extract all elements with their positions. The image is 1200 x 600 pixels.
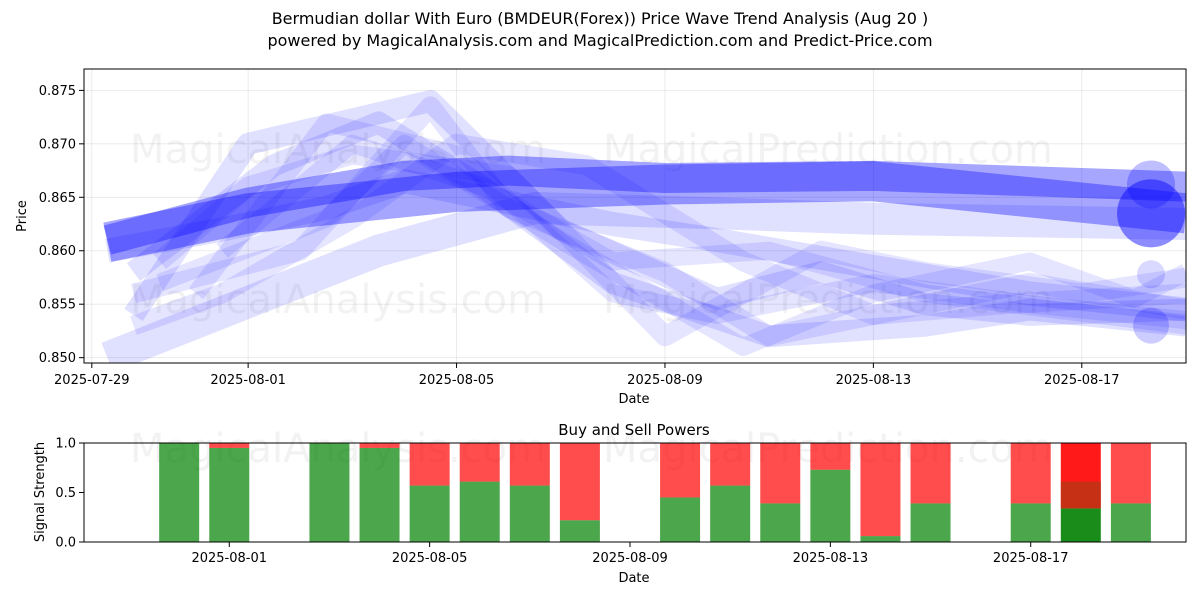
buy-bar [710,485,751,542]
price-y-tick-label: 0.855 [39,298,76,313]
price-watermarks: MagicalAnalysis.com MagicalPrediction.co… [130,127,1053,323]
sell-bar [860,443,901,537]
buy-bar [910,503,951,542]
buy-bar [860,536,901,542]
powers-y-axis-label: Signal Strength [33,442,48,542]
buy-bar [810,469,851,542]
price-wave-2 [103,155,1186,255]
watermark-analysis-mid: MagicalAnalysis.com [130,277,546,323]
powers-x-tick-label: 2025-08-09 [592,551,668,566]
price-x-tick-label: 2025-07-29 [54,373,130,388]
price-wave-12 [216,134,1186,335]
buy-bar [159,443,200,542]
chart-title: Bermudian dollar With Euro (BMDEUR(Forex… [271,9,929,28]
price-wave-end-dot [1137,260,1165,289]
sell-bar [910,443,951,504]
sell-bar [1110,443,1151,504]
powers-x-tick-label: 2025-08-17 [993,551,1069,566]
price-x-axis-label: Date [618,392,649,407]
powers-y-tick-label: 1.0 [55,437,76,452]
price-x-tick-label: 2025-08-01 [210,373,286,388]
price-wave-9 [153,144,1186,347]
buy-bar [409,485,450,542]
watermark-analysis-top: MagicalAnalysis.com [130,127,546,173]
price-y-tick-label: 0.850 [39,351,76,366]
sell-bar [660,443,701,498]
powers-bars [159,443,1151,542]
price-wave-7 [130,133,1186,336]
buy-bar [1010,503,1051,542]
watermark-prediction-mid: MagicalPrediction.com [603,277,1053,323]
price-wave-3 [101,192,1186,363]
price-wave-5 [124,90,1186,326]
price-wave-end-dot [1127,160,1175,209]
sell-bar [810,443,851,470]
sell-bar [509,443,550,486]
sell-bar [559,443,600,521]
price-wave-6 [126,111,1186,348]
price-y-tick-label: 0.865 [39,191,76,206]
sell-bar [209,443,250,448]
chart-subtitle: powered by MagicalAnalysis.com and Magic… [267,31,933,50]
sell-bar [760,443,801,504]
powers-x-axis-label: Date [618,571,649,586]
powers-x-tick-label: 2025-08-05 [392,551,468,566]
price-wave-end-dot [1133,307,1169,344]
sell-bar [459,443,500,482]
buy-bar [209,447,250,542]
price-wave-11 [188,113,1186,330]
buy-bar [359,447,400,542]
price-y-ticks: 0.850 0.855 0.860 0.865 0.870 0.875 [39,84,84,366]
price-wave-end-dot [1117,179,1185,248]
buy-bar [509,485,550,542]
price-y-tick-label: 0.870 [39,137,76,152]
price-x-tick-label: 2025-08-13 [836,373,912,388]
buy-bar [1110,503,1151,542]
buy-bar [660,497,701,542]
price-x-tick-label: 2025-08-09 [627,373,703,388]
powers-x-tick-label: 2025-08-01 [191,551,267,566]
price-x-tick-label: 2025-08-17 [1044,373,1120,388]
price-wave-1 [103,161,1186,262]
price-wave-10 [156,134,1186,356]
powers-y-ticks: 0.0 0.5 1.0 [55,437,84,551]
sell-bar [1010,443,1051,504]
price-x-tick-label: 2025-08-05 [419,373,495,388]
price-waves [101,90,1186,363]
powers-title: Buy and Sell Powers [558,421,710,439]
price-x-ticks: 2025-07-29 2025-08-01 2025-08-05 2025-08-09… [54,363,1120,388]
buy-bar [760,503,801,542]
powers-y-tick-label: 0.5 [55,486,76,501]
sell-bar [710,443,751,486]
sell-bar [409,443,450,486]
price-grid [84,69,1186,363]
price-y-axis-label: Price [15,200,30,232]
buy-bar [1060,508,1101,542]
buy-bar [309,443,350,542]
price-wave-8 [131,96,1186,347]
mixed-bar [1060,481,1101,509]
price-y-tick-label: 0.875 [39,84,76,99]
sell-bar [359,443,400,448]
price-plot-frame [83,68,1187,364]
buy-bar [459,481,500,542]
price-wave-4 [105,169,1186,322]
powers-x-ticks: 2025-08-01 2025-08-05 2025-08-09 2025-08-13… [191,542,1068,566]
powers-y-tick-label: 0.0 [55,536,76,551]
price-y-tick-label: 0.860 [39,244,76,259]
watermark-prediction-top: MagicalPrediction.com [603,127,1053,173]
buy-bar [559,520,600,542]
powers-x-tick-label: 2025-08-13 [793,551,869,566]
